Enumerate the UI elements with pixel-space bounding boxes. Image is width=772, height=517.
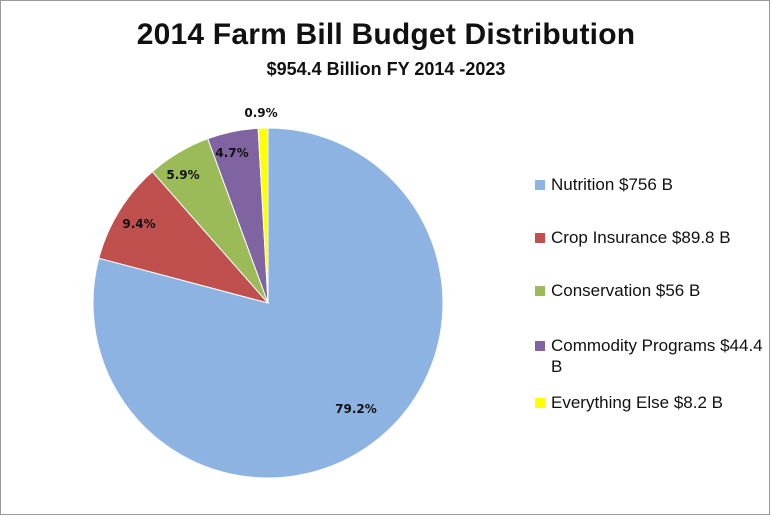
legend-label: Commodity Programs $44.4 B [551, 336, 763, 376]
legend-label: Conservation $56 B [551, 281, 701, 300]
slice-data-label-2: 5.9% [166, 168, 199, 182]
legend-item-3: Commodity Programs $44.4 B [535, 335, 771, 377]
legend-swatch [535, 180, 545, 190]
legend-swatch [535, 398, 545, 408]
legend-swatch [535, 233, 545, 243]
legend-item-0: Nutrition $756 B [535, 174, 771, 195]
legend-item-4: Everything Else $8.2 B [535, 392, 771, 413]
chart-title: 2014 Farm Bill Budget Distribution [136, 18, 636, 51]
pie-slice-1 [98, 170, 270, 304]
legend-label: Everything Else $8.2 B [551, 393, 723, 412]
chart-subtitle: $954.4 Billion FY 2014 -2023 [266, 59, 506, 79]
legend-swatch [535, 286, 545, 296]
legend-item-1: Crop Insurance $89.8 B [535, 227, 771, 248]
legend-label: Nutrition $756 B [551, 175, 673, 194]
pie-slice-0 [92, 127, 444, 479]
slice-data-label-0: 79.2% [335, 402, 377, 416]
legend-label: Crop Insurance $89.8 B [551, 228, 731, 247]
legend-swatch [535, 341, 545, 351]
slice-data-label-3: 4.7% [215, 146, 248, 160]
legend-item-2: Conservation $56 B [535, 280, 771, 301]
slice-data-label-1: 9.4% [122, 217, 155, 231]
slice-data-label-4: 0.9% [244, 106, 277, 120]
pie-slice-4 [257, 127, 269, 304]
